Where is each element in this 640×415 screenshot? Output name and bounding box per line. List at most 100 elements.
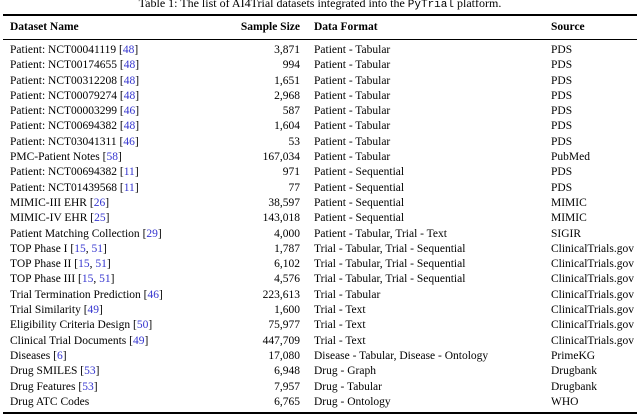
citation-link[interactable]: 46	[147, 288, 160, 301]
caption-platform-name: PyTrial	[407, 0, 454, 11]
citation-brackets: [	[117, 74, 124, 87]
sample-size-cell: 1,604	[274, 120, 300, 133]
citation-link[interactable]: 53	[82, 380, 94, 393]
header-row: Dataset Name Sample Size Data Format Sou…	[3, 15, 637, 40]
citation-link[interactable]: 50	[136, 319, 149, 332]
citation-link[interactable]: 46	[123, 105, 136, 118]
citation-link[interactable]: 15	[78, 258, 90, 271]
data-format-cell: Patient - Tabular	[314, 59, 391, 72]
citation-brackets: ]	[159, 288, 163, 301]
data-format-cell: Drug - Ontology	[314, 395, 391, 408]
citation-brackets: [	[117, 89, 124, 102]
table-row: Patient: NCT00079274 [48] 2,968 Patient - …	[3, 89, 637, 104]
dataset-name-cell: PMC-Patient Notes [58]	[3, 150, 225, 165]
source-cell: PubMed	[551, 151, 590, 164]
citation-link[interactable]: 46	[123, 135, 135, 148]
dataset-name-cell: MIMIC-IV EHR [25]	[3, 211, 225, 226]
sample-size-cell: 1,651	[274, 74, 300, 87]
dataset-name-text: Patient: NCT00041119	[10, 44, 117, 56]
citation-link[interactable]: 6	[56, 349, 63, 362]
citation-link[interactable]: 29	[146, 227, 158, 240]
citation-link[interactable]: 49	[133, 334, 145, 347]
citation-link[interactable]: 26	[93, 196, 106, 209]
dataset-name-text: Patient: NCT00312208	[10, 74, 118, 87]
dataset-name-text: TOP Phase III	[10, 273, 76, 286]
data-format-cell: Patient - Tabular	[314, 135, 391, 148]
sample-size-cell: 2,968	[274, 89, 300, 102]
citation-brackets: ]	[117, 151, 122, 164]
table-row: Eligibility Criteria Design [50] 75,977 Tr…	[3, 318, 637, 333]
column-header-sample-size: Sample Size	[225, 15, 310, 40]
sample-size-cell: 6,765	[274, 395, 300, 408]
citation-brackets: [	[99, 151, 107, 164]
sample-size-cell: 3,871	[274, 44, 300, 56]
dataset-name-text: Diseases	[10, 349, 51, 362]
table-row: Patient Matching Collection [29] 4,000 Pat…	[3, 227, 637, 242]
sample-size-cell: 143,018	[262, 212, 300, 225]
citation-brackets: ]	[135, 59, 140, 72]
citation-link[interactable]: 51	[91, 242, 103, 255]
source-cell: PDS	[551, 105, 573, 118]
citation-link[interactable]: 51	[99, 273, 111, 286]
sample-size-cell: 1,600	[274, 304, 300, 317]
caption-text-prefix: Table 1: The list of AI4Trial datasets i…	[138, 0, 408, 10]
dataset-name-cell: Eligibility Criteria Design [50]	[3, 318, 225, 333]
citation-link[interactable]: 51	[95, 258, 107, 271]
citation-link[interactable]: 48	[123, 74, 136, 87]
citation-brackets: ]	[106, 258, 111, 271]
citation-brackets: [	[130, 319, 137, 332]
citation-brackets: [	[126, 334, 133, 347]
sample-size-cell: 77	[288, 181, 301, 194]
dataset-name-cell: Patient Matching Collection [29]	[3, 227, 225, 242]
citation-link[interactable]: 48	[122, 44, 135, 56]
sample-size-cell: 4,000	[274, 227, 300, 240]
citation-link[interactable]: 11	[123, 166, 135, 179]
table-row: Patient: NCT00174655 [48] 994 Patient - Ta…	[3, 58, 637, 73]
citation-link[interactable]: 25	[94, 212, 106, 225]
citation-brackets: [	[80, 304, 88, 317]
sample-size-cell: 447,709	[262, 334, 300, 347]
citation-brackets: ]	[102, 242, 107, 255]
dataset-name-text: TOP Phase II	[10, 258, 72, 271]
citation-link[interactable]: 53	[84, 365, 96, 378]
source-cell: ClinicalTrials.gov	[551, 319, 634, 332]
dataset-name-text: Drug Features	[10, 380, 76, 393]
citation-brackets: ]	[135, 120, 140, 133]
table-row: Drug SMILES [53] 6,948 Drug - Graph Drugban…	[3, 364, 637, 379]
source-cell: PDS	[551, 44, 573, 56]
citation-link[interactable]: 48	[123, 89, 136, 102]
citation-separator: ,	[93, 273, 100, 286]
citation-link[interactable]: 49	[87, 304, 100, 317]
citation-link[interactable]: 15	[74, 242, 86, 255]
dataset-name-text: Patient: NCT00003299	[10, 105, 118, 118]
sample-size-cell: 53	[288, 135, 301, 148]
citation-brackets: [	[50, 349, 57, 362]
citation-link[interactable]: 48	[123, 120, 136, 133]
dataset-name-cell: Trial Termination Prediction [46]	[3, 288, 225, 303]
data-format-cell: Patient - Sequential	[314, 181, 405, 194]
dataset-name-cell: Patient: NCT00694382 [48]	[3, 119, 225, 134]
table-row: Patient: NCT00041119 [48] 3,871 Patient - …	[3, 40, 637, 59]
dataset-name-text: Drug ATC Codes	[10, 395, 90, 408]
source-cell: MIMIC	[551, 196, 587, 209]
sample-size-cell: 38,597	[268, 196, 300, 209]
source-cell: PDS	[551, 135, 573, 148]
datasets-table: Dataset Name Sample Size Data Format Sou…	[3, 14, 637, 415]
dataset-name-cell: Drug ATC Codes	[3, 395, 225, 413]
citation-brackets: [	[67, 242, 75, 255]
source-cell: Drugbank	[551, 365, 597, 378]
citation-link[interactable]: 58	[106, 151, 118, 164]
source-cell: PDS	[551, 120, 573, 133]
citation-brackets: ]	[134, 181, 139, 194]
citation-brackets: ]	[105, 196, 110, 209]
dataset-name-text: Patient: NCT00174655	[10, 59, 118, 72]
citation-link[interactable]: 15	[81, 273, 94, 286]
table-row: Clinical Trial Documents [49] 447,709 Tria…	[3, 334, 637, 349]
citation-link[interactable]: 11	[123, 181, 135, 194]
citation-brackets: ]	[110, 273, 115, 286]
dataset-name-cell: TOP Phase III [15, 51]	[3, 272, 225, 287]
dataset-name-text: Patient: NCT03041311	[10, 135, 117, 148]
source-cell: PDS	[551, 166, 573, 179]
citation-link[interactable]: 48	[123, 59, 136, 72]
